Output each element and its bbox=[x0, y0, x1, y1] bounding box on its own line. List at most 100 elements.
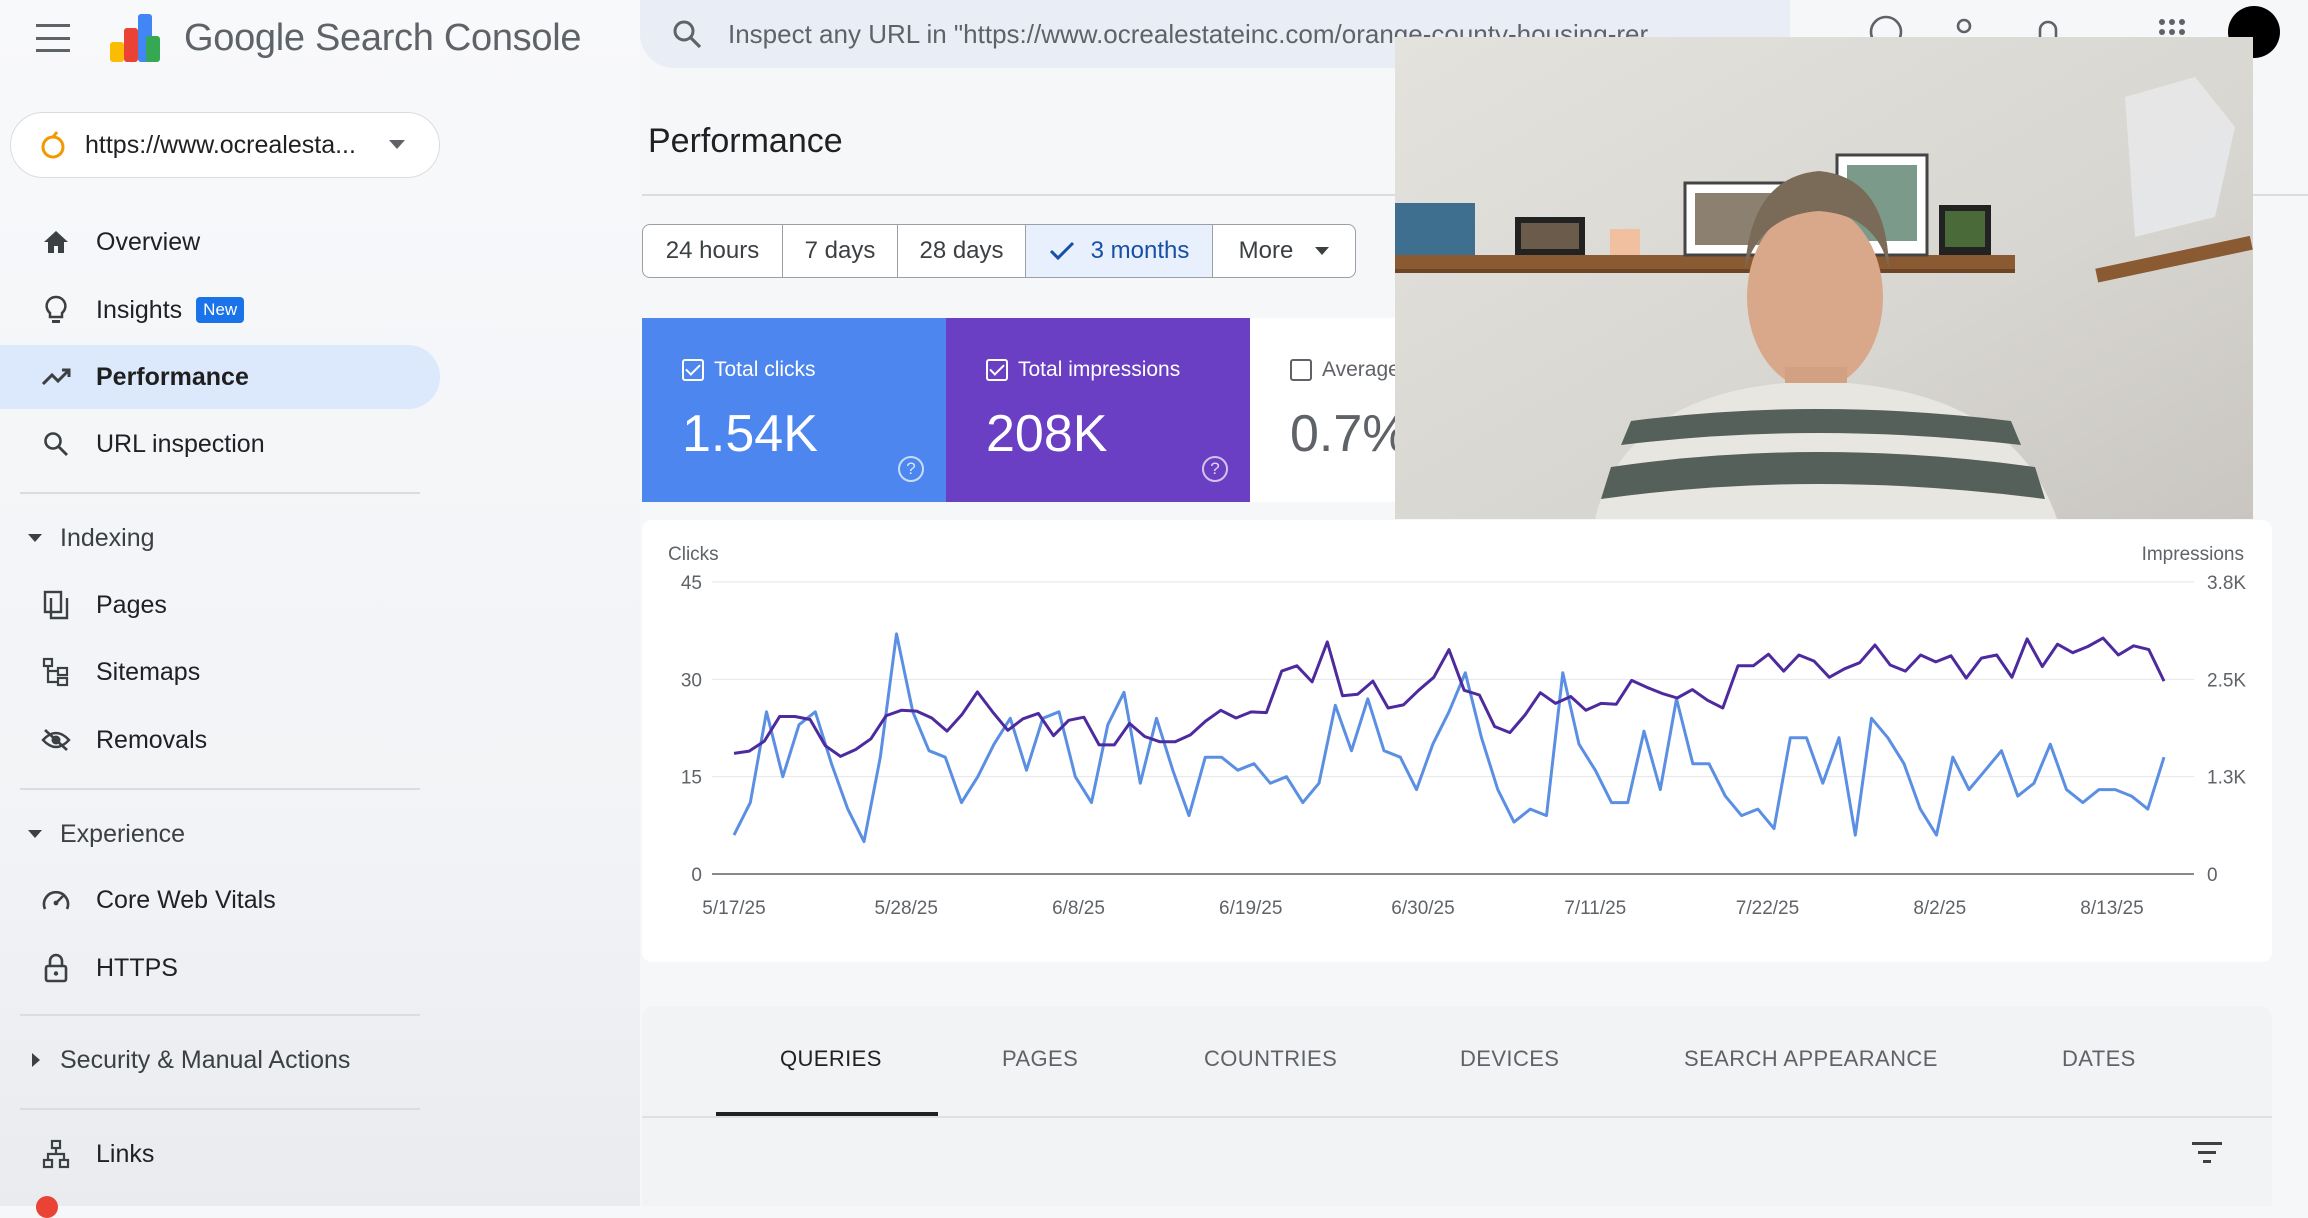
notification-dot bbox=[36, 1196, 58, 1218]
section-indexing[interactable]: Indexing bbox=[28, 518, 155, 558]
sidebar-item-url-inspection[interactable]: URL inspection bbox=[0, 412, 440, 476]
property-selector[interactable]: https://www.ocrealesta... bbox=[10, 112, 440, 178]
sidebar-item-core-web-vitals[interactable]: Core Web Vitals bbox=[0, 868, 440, 932]
metric-card-clicks[interactable]: Total clicks 1.54K ? bbox=[642, 318, 946, 502]
sidebar-item-https[interactable]: HTTPS bbox=[0, 936, 440, 1000]
divider bbox=[20, 492, 420, 494]
x-tick-label: 8/2/25 bbox=[1913, 898, 1966, 919]
section-experience[interactable]: Experience bbox=[28, 814, 185, 854]
sidebar-item-label: Pages bbox=[96, 590, 167, 619]
range-24-hours-button[interactable]: 24 hours bbox=[643, 225, 783, 277]
divider bbox=[20, 1108, 420, 1110]
x-tick-label: 8/13/25 bbox=[2080, 898, 2143, 919]
divider bbox=[20, 788, 420, 790]
range-28-days-button[interactable]: 28 days bbox=[898, 225, 1026, 277]
section-label: Indexing bbox=[60, 523, 155, 552]
sidebar-item-label: Core Web Vitals bbox=[96, 885, 276, 914]
metric-value: 0.7% bbox=[1290, 405, 1409, 463]
sidebar-item-insights[interactable]: Insights New bbox=[0, 278, 440, 342]
metric-value: 1.54K bbox=[682, 405, 818, 463]
tab-dates[interactable]: DATES bbox=[2062, 1046, 2136, 1071]
help-icon[interactable]: ? bbox=[898, 456, 924, 482]
metric-label: Total impressions bbox=[1018, 358, 1181, 381]
sidebar-item-label: Removals bbox=[96, 725, 208, 754]
property-label: https://www.ocrealesta... bbox=[85, 130, 356, 159]
performance-chart-card: Clicks Impressions 45 3.8K 30 2.5K 15 1.3K 0 0 5/1… bbox=[642, 520, 2272, 962]
sidebar-item-performance[interactable]: Performance bbox=[0, 345, 440, 409]
range-7-days-button[interactable]: 7 days bbox=[783, 225, 898, 277]
x-tick-label: 7/22/25 bbox=[1736, 898, 1799, 919]
search-console-logo-icon bbox=[110, 14, 160, 62]
x-tick-label: 5/28/25 bbox=[875, 898, 938, 919]
checkbox-icon[interactable] bbox=[986, 359, 1008, 381]
property-icon bbox=[41, 131, 65, 159]
tab-countries[interactable]: COUNTRIES bbox=[1204, 1046, 1338, 1071]
y-tick-right: 2.5K bbox=[2207, 670, 2246, 691]
y-tick-left: 15 bbox=[681, 768, 702, 789]
series-line-impressions bbox=[733, 636, 2166, 758]
check-icon bbox=[1049, 241, 1074, 261]
pages-icon bbox=[40, 589, 72, 621]
chevron-down-icon bbox=[389, 140, 405, 149]
webcam-video-overlay bbox=[1395, 37, 2253, 519]
help-icon[interactable]: ? bbox=[1202, 456, 1228, 482]
filter-icon[interactable] bbox=[2192, 1142, 2224, 1166]
y-tick-right: 3.8K bbox=[2207, 573, 2246, 594]
metric-label: Average bbox=[1322, 358, 1400, 381]
y-tick-right: 1.3K bbox=[2207, 768, 2246, 789]
trending-up-icon bbox=[40, 361, 72, 393]
sidebar-item-removals[interactable]: Removals bbox=[0, 708, 440, 772]
manage-users-icon[interactable] bbox=[1948, 12, 1988, 52]
range-3-months-button[interactable]: 3 months bbox=[1026, 225, 1213, 277]
lock-icon bbox=[40, 952, 72, 984]
range-label: 3 months bbox=[1090, 237, 1190, 264]
lightbulb-icon bbox=[40, 294, 72, 326]
y-tick-left: 30 bbox=[681, 670, 702, 691]
metric-value: 208K bbox=[986, 405, 1108, 463]
checkbox-icon[interactable] bbox=[1290, 359, 1312, 381]
tab-pages[interactable]: PAGES bbox=[1002, 1046, 1079, 1071]
metric-card-ctr[interactable]: Average 0.7% bbox=[1250, 318, 1410, 502]
search-icon bbox=[40, 428, 72, 460]
sidebar-item-label: Links bbox=[96, 1139, 155, 1168]
section-label: Experience bbox=[60, 819, 186, 848]
metric-label: Total clicks bbox=[714, 358, 816, 381]
search-icon bbox=[673, 20, 702, 49]
x-tick-label: 5/17/25 bbox=[702, 898, 765, 919]
tab-search-appearance[interactable]: SEARCH APPEARANCE bbox=[1684, 1046, 1938, 1071]
sidebar-item-sitemaps[interactable]: Sitemaps bbox=[0, 640, 440, 704]
x-tick-label: 6/19/25 bbox=[1219, 898, 1282, 919]
tab-queries[interactable]: QUERIES bbox=[780, 1046, 882, 1071]
apps-grid-icon[interactable] bbox=[2152, 12, 2192, 52]
sidebar-item-label: HTTPS bbox=[96, 953, 178, 982]
checkbox-icon[interactable] bbox=[682, 359, 704, 381]
sidebar-item-overview[interactable]: Overview bbox=[0, 210, 440, 274]
sidebar-item-label: Insights bbox=[96, 295, 183, 324]
sidebar-item-links[interactable]: Links bbox=[0, 1122, 440, 1186]
range-label: More bbox=[1238, 237, 1294, 264]
divider bbox=[642, 1116, 2272, 1118]
metric-card-impressions[interactable]: Total impressions 208K ? bbox=[946, 318, 1250, 502]
header-brand: Google Search Console bbox=[36, 8, 581, 68]
section-label: Security & Manual Actions bbox=[60, 1045, 351, 1074]
menu-icon[interactable] bbox=[36, 24, 70, 52]
report-tabs-card: QUERIES PAGES COUNTRIES DEVICES SEARCH A… bbox=[642, 1006, 2272, 1206]
sitemap-icon bbox=[40, 656, 72, 688]
caret-right-icon bbox=[32, 1053, 40, 1067]
caret-down-icon bbox=[28, 830, 42, 838]
y-axis-right-label: Impressions bbox=[2142, 544, 2244, 565]
date-range-selector: 24 hours 7 days 28 days 3 months More bbox=[642, 224, 1356, 278]
page-title: Performance bbox=[648, 122, 843, 160]
notifications-icon[interactable] bbox=[2028, 12, 2068, 52]
series-line-clicks bbox=[732, 632, 2166, 844]
sidebar-item-pages[interactable]: Pages bbox=[0, 573, 440, 637]
range-more-dropdown[interactable]: More bbox=[1213, 225, 1355, 277]
home-icon bbox=[40, 226, 72, 258]
sidebar-item-label: Overview bbox=[96, 227, 201, 256]
section-security[interactable]: Security & Manual Actions bbox=[28, 1040, 350, 1080]
sidebar-item-label: Sitemaps bbox=[96, 657, 201, 686]
app-title: Google Search Console bbox=[184, 16, 582, 59]
tab-devices[interactable]: DEVICES bbox=[1460, 1046, 1560, 1071]
sidebar: Google Search Console https://www.ocreal… bbox=[0, 0, 640, 1218]
